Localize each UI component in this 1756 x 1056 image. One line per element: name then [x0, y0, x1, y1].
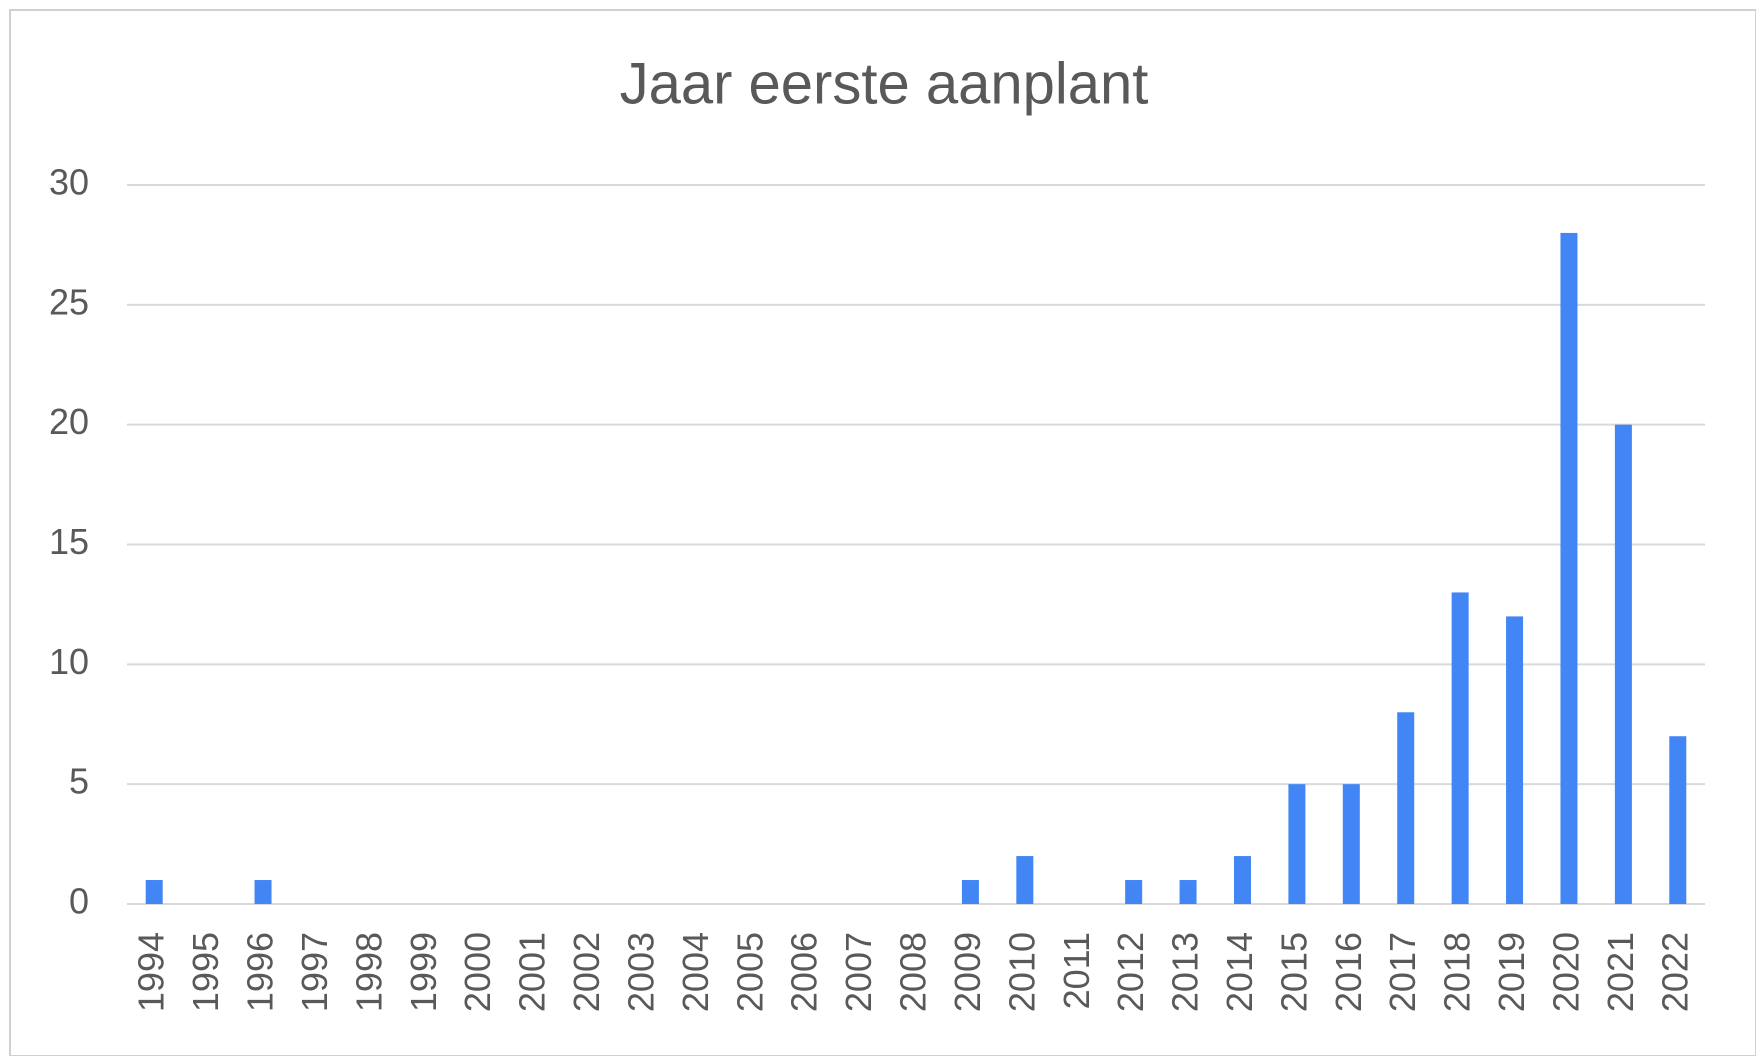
- x-tick-label: 2012: [1110, 932, 1151, 1012]
- x-tick-label: 2004: [675, 932, 716, 1012]
- x-tick-label: 1996: [240, 932, 281, 1012]
- x-tick-label: 2010: [1001, 932, 1042, 1012]
- x-tick-label: 1998: [348, 932, 389, 1012]
- x-tick-label: 2001: [512, 932, 553, 1012]
- y-tick-label: 25: [49, 281, 89, 322]
- bar: [1452, 592, 1469, 904]
- y-tick-label: 0: [69, 881, 89, 922]
- chart-title: Jaar eerste aanplant: [620, 51, 1149, 116]
- y-tick-label: 15: [49, 521, 89, 562]
- x-tick-label: 2015: [1273, 932, 1314, 1012]
- y-tick-label: 20: [49, 401, 89, 442]
- chart-card: [10, 10, 1756, 1056]
- y-tick-label: 30: [49, 162, 89, 203]
- x-tick-label: 2007: [838, 932, 879, 1012]
- x-tick-label: 2022: [1654, 932, 1695, 1012]
- y-tick-label: 5: [69, 761, 89, 802]
- bar: [1506, 616, 1523, 904]
- x-tick-label: 2011: [1056, 932, 1097, 1009]
- bar: [255, 880, 272, 904]
- x-tick-label: 2003: [620, 932, 661, 1012]
- x-tick-label: 2002: [566, 932, 607, 1012]
- x-tick-label: 2006: [784, 932, 825, 1012]
- x-tick-label: 1994: [131, 932, 172, 1012]
- chart: Jaar eerste aanplant 0 5 10 15 20 25 30 1994 199…: [0, 0, 1756, 1056]
- x-tick-label: 1999: [403, 932, 444, 1012]
- bar: [1288, 784, 1305, 904]
- x-tick-label: 2008: [893, 932, 934, 1012]
- bar: [1125, 880, 1142, 904]
- x-tick-label: 2000: [457, 932, 498, 1012]
- bar: [1669, 736, 1686, 904]
- x-tick-label: 2016: [1328, 932, 1369, 1012]
- bar: [1016, 856, 1033, 904]
- bar: [1180, 880, 1197, 904]
- x-tick-label: 2017: [1382, 932, 1423, 1012]
- x-tick-label: 2021: [1600, 932, 1641, 1012]
- x-tick-label: 2018: [1437, 932, 1478, 1012]
- x-tick-label: 1997: [294, 932, 335, 1012]
- bar: [1343, 784, 1360, 904]
- x-tick-label: 2009: [947, 932, 988, 1012]
- x-tick-label: 2014: [1219, 932, 1260, 1012]
- bar: [1560, 233, 1577, 904]
- bar: [1234, 856, 1251, 904]
- x-tick-label: 1995: [185, 932, 226, 1012]
- x-tick-label: 2005: [729, 932, 770, 1012]
- page: Jaar eerste aanplant 0 5 10 15 20 25 30 1994 199…: [0, 0, 1756, 1056]
- bar: [1397, 712, 1414, 904]
- x-tick-label: 2019: [1491, 932, 1532, 1012]
- bar: [1615, 425, 1632, 904]
- bar: [146, 880, 163, 904]
- x-tick-label: 2013: [1165, 932, 1206, 1012]
- x-tick-label: 2020: [1545, 932, 1586, 1012]
- y-tick-label: 10: [49, 641, 89, 682]
- bar: [962, 880, 979, 904]
